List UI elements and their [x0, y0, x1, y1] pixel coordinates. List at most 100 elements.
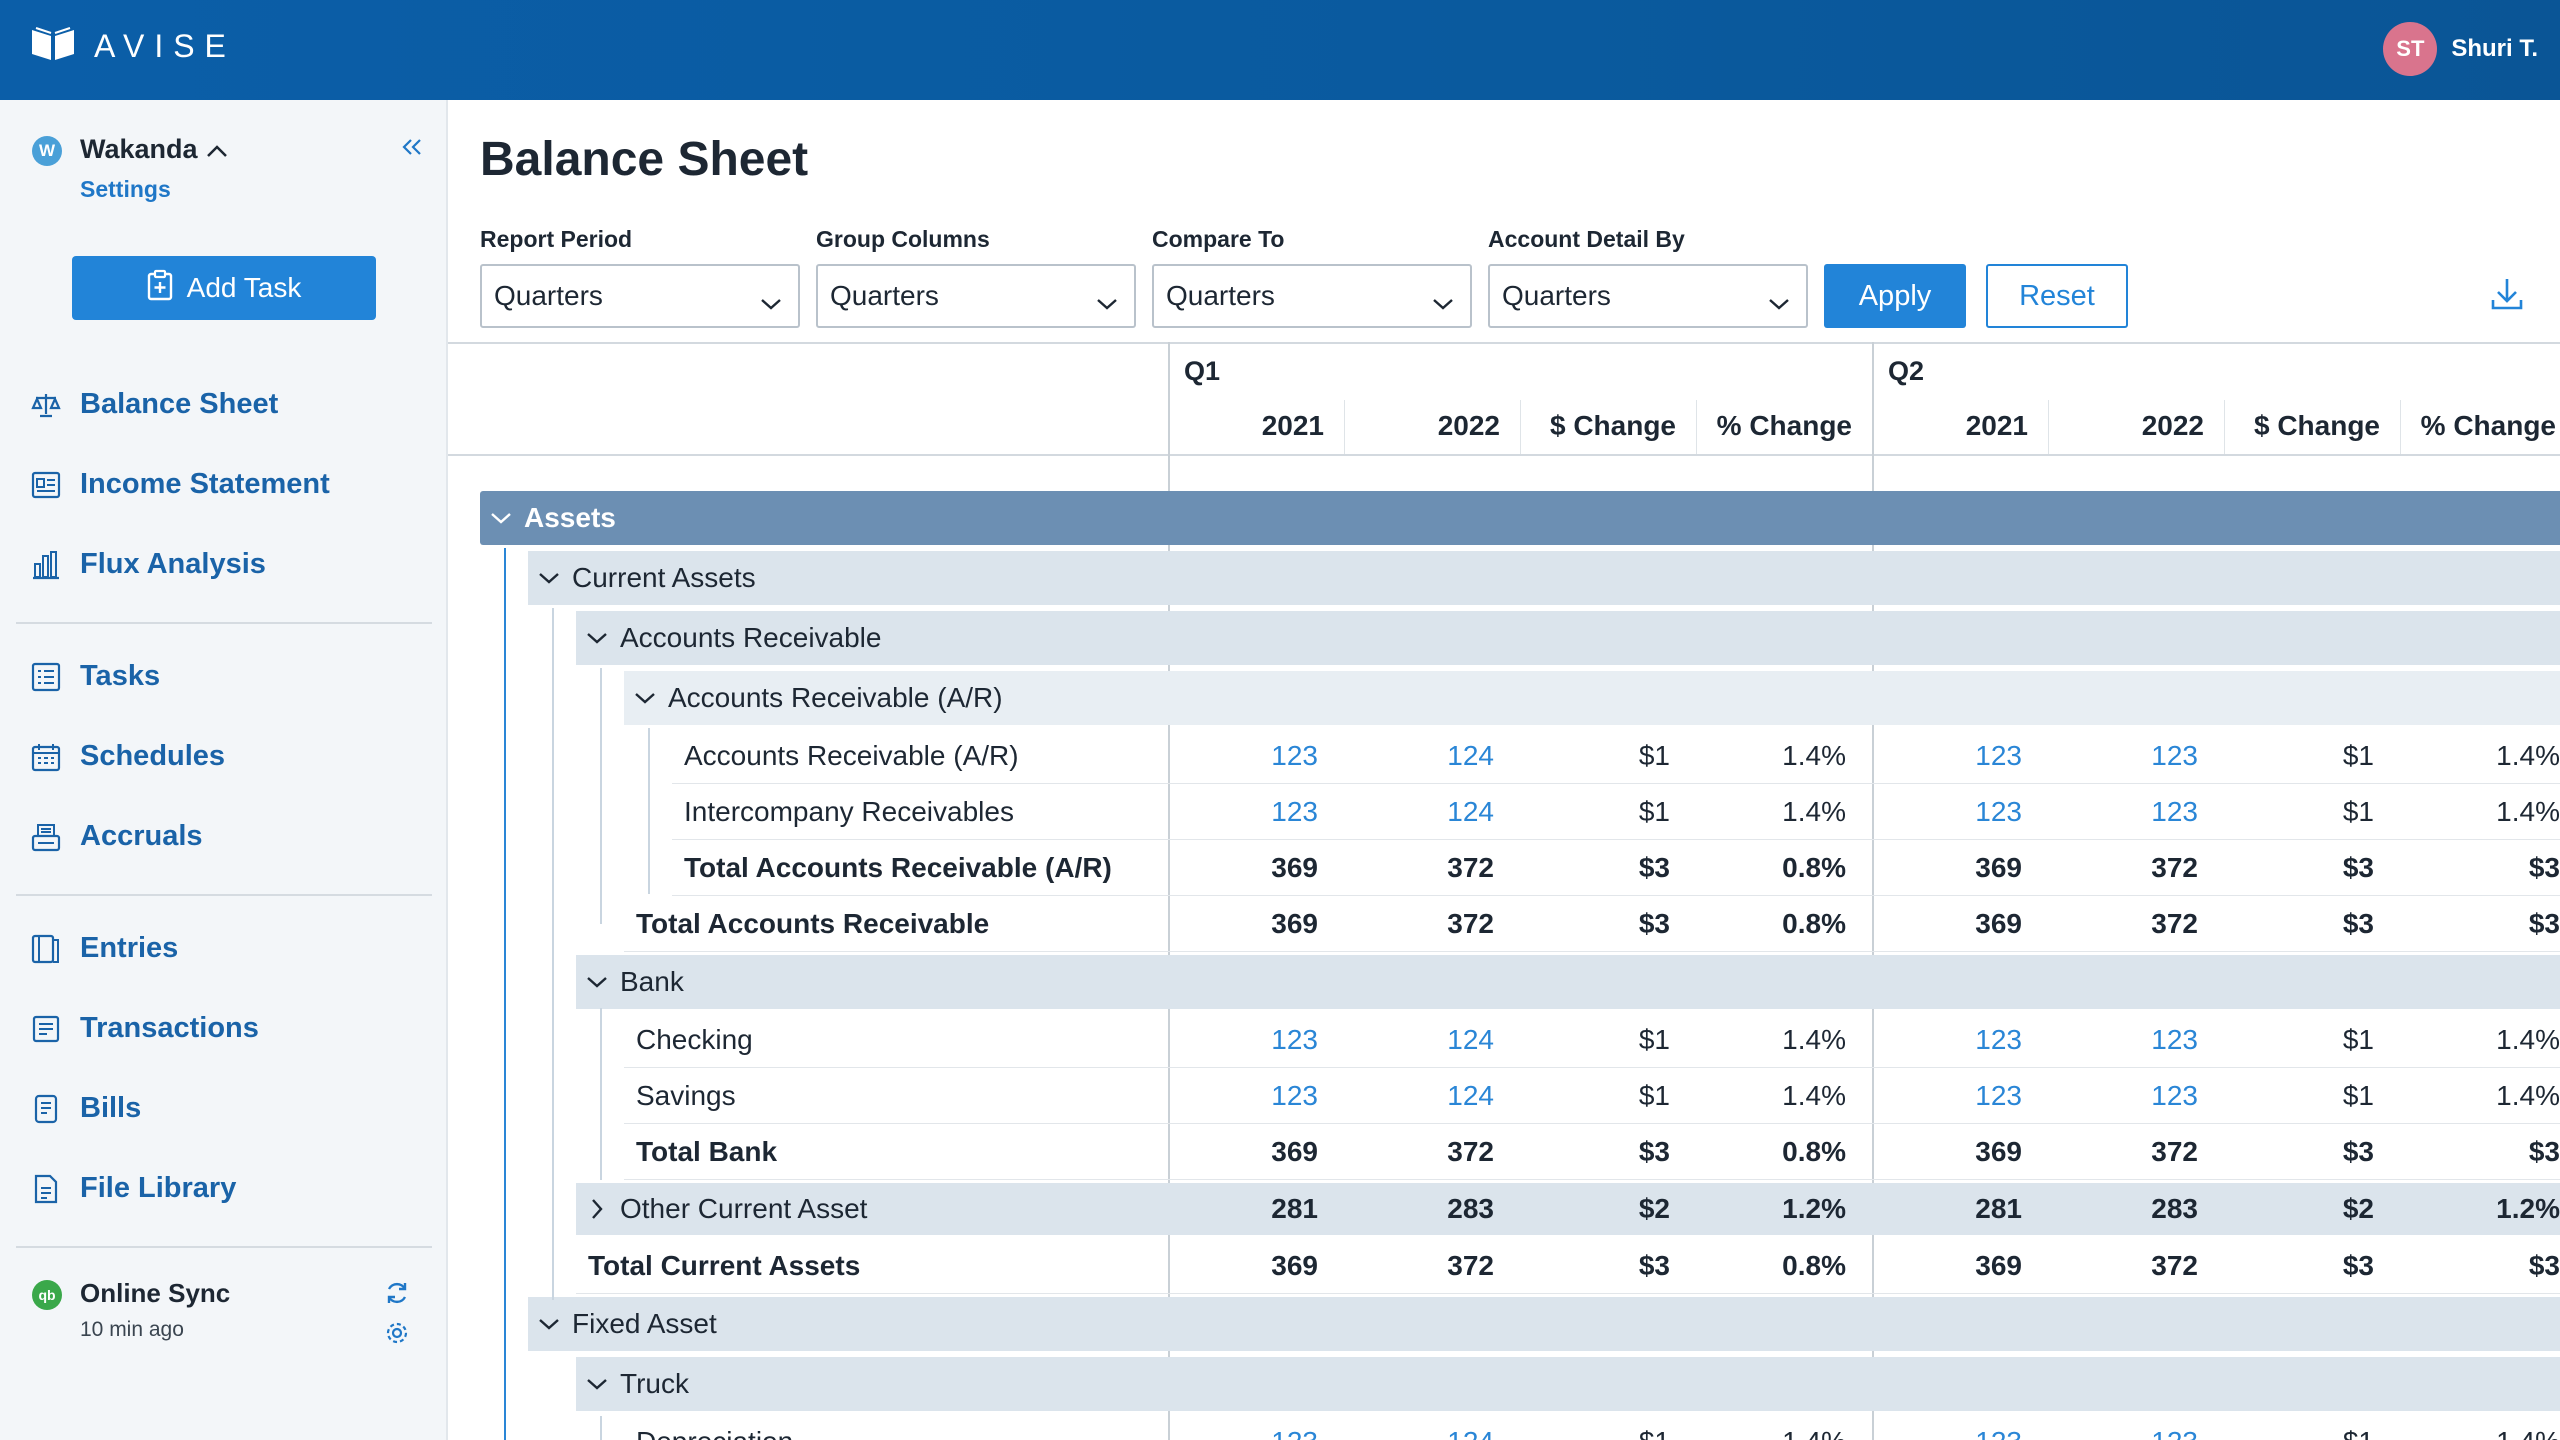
value-link[interactable]: 123 [1975, 740, 2022, 771]
column-header[interactable]: 2021 [1965, 410, 2028, 441]
app-logo[interactable]: AVISE [30, 26, 236, 67]
section-row[interactable]: Assets [0, 488, 2560, 548]
value-link[interactable]: 123 [2151, 796, 2198, 827]
value-link[interactable]: 123 [1271, 740, 1318, 771]
gear-icon[interactable] [384, 1320, 410, 1351]
collapse-sidebar-icon[interactable] [400, 132, 424, 164]
row-band [528, 551, 2560, 605]
column-header[interactable]: 2021 [1261, 410, 1324, 441]
chevron-right-icon[interactable] [584, 1198, 610, 1220]
row-separator [672, 839, 2560, 840]
nav-income-statement[interactable]: Income Statement [30, 468, 330, 501]
value-link[interactable]: 124 [1447, 1080, 1494, 1111]
value-link[interactable]: 124 [1447, 796, 1494, 827]
user-name[interactable]: Shuri T. [2451, 35, 2538, 62]
account-detail-select[interactable]: Quarters [1488, 264, 1808, 328]
chevron-down-icon[interactable] [488, 511, 514, 525]
column-header[interactable]: $ Change [2253, 410, 2380, 441]
value-cell: 369 [1975, 1250, 2022, 1281]
column-header[interactable]: 2022 [1437, 410, 1500, 441]
chevron-down-icon[interactable] [536, 571, 562, 585]
add-task-button[interactable]: Add Task [72, 256, 376, 320]
chevron-down-icon[interactable] [584, 631, 610, 645]
value-link[interactable]: 123 [1271, 796, 1318, 827]
column-header[interactable]: % Change [1716, 410, 1852, 441]
group-row[interactable]: Other Current Asset 281 283 $2 1.2% 281 283 $2 1… [0, 1180, 2560, 1238]
filter-label: Account Detail By [1488, 226, 1685, 252]
group-row[interactable]: Fixed Asset [0, 1294, 2560, 1354]
value-cell: 369 [1271, 1136, 1318, 1167]
apply-button[interactable]: Apply [1824, 264, 1966, 328]
chevron-down-icon[interactable] [584, 1377, 610, 1391]
nav-divider [16, 1246, 432, 1248]
column-header[interactable]: 2022 [2141, 410, 2204, 441]
column-header[interactable]: $ Change [1549, 410, 1676, 441]
download-icon[interactable] [2490, 276, 2524, 317]
chevron-down-icon[interactable] [632, 691, 658, 705]
nav-flux-analysis[interactable]: Flux Analysis [30, 548, 266, 581]
row-label: Assets [524, 502, 616, 533]
group-row[interactable]: Accounts Receivable [0, 608, 2560, 668]
nav-transactions[interactable]: Transactions [30, 1012, 259, 1045]
nav-file-library[interactable]: File Library [30, 1172, 236, 1205]
compare-to-select[interactable]: Quarters [1152, 264, 1472, 328]
nav-entries[interactable]: Entries [30, 932, 178, 965]
chevron-down-icon[interactable] [536, 1317, 562, 1331]
row-band [624, 671, 2560, 725]
table-row: Savings 123 124 $1 1.4% 123 123 $1 1.4% [0, 1068, 2560, 1124]
book-logo-icon [30, 26, 76, 67]
value-link[interactable]: 123 [1271, 1024, 1318, 1055]
value-link[interactable]: 123 [1271, 1080, 1318, 1111]
refresh-icon[interactable] [384, 1280, 410, 1311]
group-columns-select[interactable]: Quarters [816, 264, 1136, 328]
value-cell: 281 [1271, 1193, 1318, 1224]
filter-label: Group Columns [816, 226, 990, 252]
header-cell-divider [2400, 400, 2401, 454]
row-label: Total Accounts Receivable [636, 908, 990, 939]
value-link[interactable]: 124 [1334, 1414, 1494, 1440]
org-switcher[interactable]: Wakanda [80, 134, 228, 165]
value-cell: 369 [1975, 852, 2022, 883]
row-label: Total Current Assets [588, 1250, 861, 1281]
nav-tasks[interactable]: Tasks [30, 660, 160, 693]
group-row[interactable]: Truck [0, 1354, 2560, 1414]
value-link[interactable]: 123 [1862, 1414, 2022, 1440]
value-cell: $1 [2342, 796, 2374, 827]
group-row[interactable]: Bank [0, 952, 2560, 1012]
tree-guide-line [504, 548, 506, 1440]
group-row[interactable]: Current Assets [0, 548, 2560, 608]
clipboard-icon [147, 269, 173, 308]
avatar[interactable]: ST [2383, 22, 2438, 76]
nav-bills[interactable]: Bills [30, 1092, 141, 1125]
column-header[interactable]: % Change [2420, 410, 2556, 441]
nav-schedules[interactable]: Schedules [30, 740, 225, 773]
value-cell: $3 [1638, 852, 1670, 883]
chevron-down-icon[interactable] [584, 975, 610, 989]
value-link[interactable]: 123 [1975, 1024, 2022, 1055]
value-link[interactable]: 123 [1975, 796, 2022, 827]
reset-button[interactable]: Reset [1986, 264, 2128, 328]
nav-accruals[interactable]: Accruals [30, 820, 203, 853]
value-cell: $1 [2342, 1080, 2374, 1111]
value-link[interactable]: 123 [2151, 740, 2198, 771]
column-divider [1872, 342, 1874, 1440]
settings-link[interactable]: Settings [80, 176, 171, 202]
value-cell: 1.2% [1782, 1193, 1846, 1224]
value-link[interactable]: 123 [1158, 1414, 1318, 1440]
add-task-label: Add Task [186, 272, 302, 303]
value-link[interactable]: 123 [2151, 1024, 2198, 1055]
value-link[interactable]: 123 [1975, 1080, 2022, 1111]
value-link[interactable]: 124 [1447, 1024, 1494, 1055]
group-row[interactable]: Accounts Receivable (A/R) [0, 668, 2560, 728]
row-band [480, 491, 2560, 545]
user-menu[interactable]: ST Shuri T. [2383, 22, 2538, 76]
report-period-select[interactable]: Quarters [480, 264, 800, 328]
column-divider [1168, 342, 1170, 1440]
nav-balance-sheet[interactable]: Balance Sheet [30, 388, 278, 421]
header-cell-divider [2224, 400, 2225, 454]
value-link[interactable]: 123 [2151, 1080, 2198, 1111]
value-link[interactable]: 124 [1447, 740, 1494, 771]
value-link[interactable]: 123 [2038, 1414, 2198, 1440]
row-label: Intercompany Receivables [684, 796, 1014, 827]
checklist-icon [30, 661, 62, 693]
